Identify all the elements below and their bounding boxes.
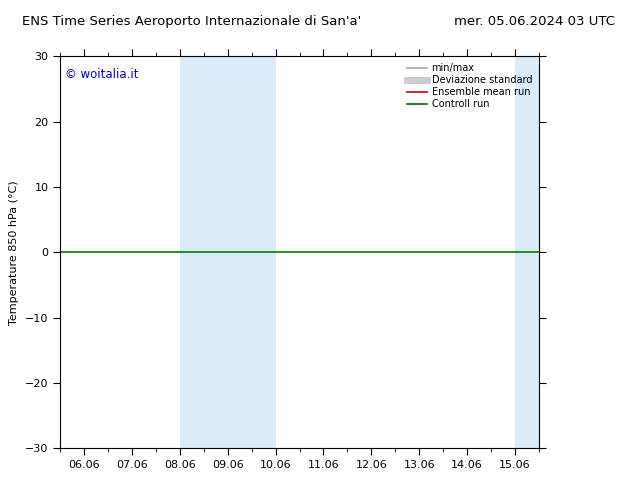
- Legend: min/max, Deviazione standard, Ensemble mean run, Controll run: min/max, Deviazione standard, Ensemble m…: [405, 61, 534, 111]
- Text: ENS Time Series Aeroporto Internazionale di San'a': ENS Time Series Aeroporto Internazionale…: [22, 15, 361, 28]
- Bar: [515, 56, 563, 448]
- Bar: [180, 56, 228, 448]
- Bar: [228, 56, 276, 448]
- Text: mer. 05.06.2024 03 UTC: mer. 05.06.2024 03 UTC: [454, 15, 615, 28]
- Y-axis label: Temperature 850 hPa (°C): Temperature 850 hPa (°C): [10, 180, 20, 325]
- Text: © woitalia.it: © woitalia.it: [65, 68, 138, 81]
